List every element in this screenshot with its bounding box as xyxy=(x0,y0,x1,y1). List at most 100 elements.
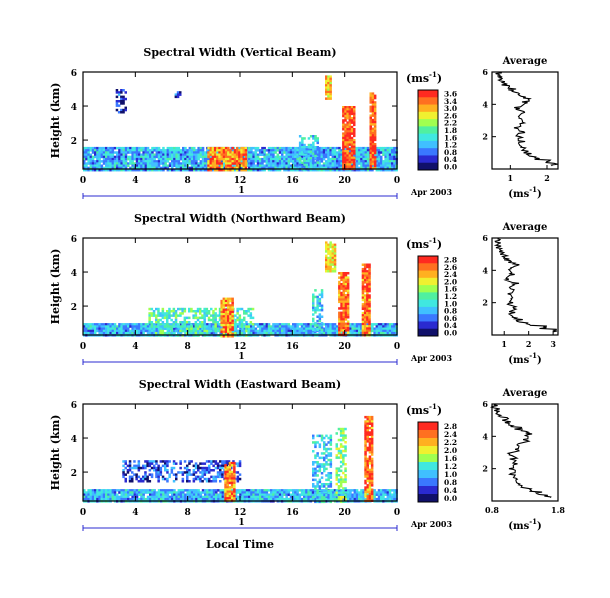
heatmap-cell xyxy=(338,153,341,156)
heatmap-cell xyxy=(162,166,165,170)
heatmap-cell xyxy=(206,157,209,161)
heatmap-cell xyxy=(294,491,297,494)
heatmap-cell xyxy=(155,318,158,322)
heatmap-cell xyxy=(276,160,280,163)
heatmap-cell xyxy=(128,469,132,472)
heatmap-cell xyxy=(135,162,139,165)
heatmap-cell xyxy=(224,304,228,307)
heatmap-cell xyxy=(240,325,244,328)
heatmap-cell xyxy=(238,316,242,320)
heatmap-cell xyxy=(188,166,192,170)
heatmap-cell xyxy=(218,146,221,150)
heatmap-cell xyxy=(222,335,226,338)
heatmap-cell xyxy=(214,314,217,317)
heatmap-cell xyxy=(353,123,356,127)
heatmap-cell xyxy=(150,466,154,470)
colorbar-swatch xyxy=(418,314,438,322)
heatmap-cell xyxy=(336,164,339,167)
heatmap-cell xyxy=(272,491,275,494)
heatmap-cell xyxy=(172,466,176,470)
heatmap-cell xyxy=(144,157,148,161)
heatmap-cell xyxy=(270,329,273,333)
heatmap-cell xyxy=(325,93,328,96)
heatmap-cell xyxy=(322,327,326,330)
heatmap-cell xyxy=(344,316,348,319)
heatmap-cell xyxy=(224,149,228,152)
heatmap-cell xyxy=(111,164,115,167)
heatmap-cell xyxy=(216,471,220,474)
colorbar: (ms-1)3.63.43.02.62.21.81.61.20.80.40.0 xyxy=(406,70,457,171)
heatmap-cell xyxy=(272,160,275,163)
heatmap-cell xyxy=(159,325,162,328)
heatmap-cell xyxy=(166,153,170,156)
heatmap-cell xyxy=(366,162,370,165)
heatmap-cell xyxy=(213,168,217,172)
heatmap-cell xyxy=(120,168,123,172)
heatmap-cell xyxy=(133,464,136,468)
heatmap-cell xyxy=(127,493,130,496)
heatmap-cell xyxy=(91,146,95,150)
heatmap-cell xyxy=(363,265,367,269)
y-tick-label: 4 xyxy=(71,103,77,113)
heatmap-cell xyxy=(222,330,226,334)
heatmap-cell xyxy=(254,153,258,156)
heatmap-cell xyxy=(133,149,137,152)
heatmap-cell xyxy=(247,332,250,335)
heatmap-cell xyxy=(192,332,195,335)
heatmap-cell xyxy=(395,168,398,172)
heatmap-cell xyxy=(206,331,209,335)
heatmap-cell xyxy=(124,106,127,110)
heatmap-cell xyxy=(316,295,319,299)
heatmap-cell xyxy=(182,155,185,159)
heatmap-cell xyxy=(122,327,126,330)
heatmap-cell xyxy=(369,143,372,146)
heatmap-cell xyxy=(115,89,119,92)
heatmap-cell xyxy=(364,157,368,161)
heatmap-cell xyxy=(162,323,165,326)
heatmap-cell xyxy=(199,495,203,499)
heatmap-cell xyxy=(212,495,216,499)
heatmap-cell xyxy=(98,327,101,330)
heatmap-cell xyxy=(166,493,170,496)
heatmap-cell xyxy=(181,307,184,311)
heatmap-cell xyxy=(207,155,210,159)
heatmap-cell xyxy=(276,153,280,156)
heatmap-cell xyxy=(213,157,217,161)
heatmap-cell xyxy=(263,160,266,163)
heatmap-cell xyxy=(333,495,337,499)
heatmap-cell xyxy=(138,327,141,330)
heatmap-cell xyxy=(194,310,198,313)
heatmap-cell xyxy=(380,327,383,330)
heatmap-cell xyxy=(231,302,234,305)
heatmap-cell xyxy=(91,162,95,165)
heatmap-cell xyxy=(305,327,308,330)
heatmap-cell xyxy=(129,160,132,163)
heatmap-cell xyxy=(292,164,295,167)
heatmap-cell xyxy=(353,128,356,131)
heatmap-cell xyxy=(85,493,88,496)
heatmap-cell xyxy=(204,166,207,170)
heatmap-cell xyxy=(151,146,154,150)
heatmap-cell xyxy=(252,495,255,499)
heatmap-cell xyxy=(218,149,221,152)
heatmap-cell xyxy=(391,325,394,328)
heatmap-cell xyxy=(177,495,181,499)
heatmap-cell xyxy=(138,497,141,501)
heatmap-cell xyxy=(207,151,210,154)
heatmap-cell xyxy=(342,324,345,328)
heatmap-cell xyxy=(193,146,196,150)
heatmap-cell xyxy=(173,153,176,156)
heatmap-cell xyxy=(135,493,139,496)
heatmap-cell xyxy=(107,325,110,328)
heatmap-cell xyxy=(159,471,163,474)
heatmap-cell xyxy=(229,151,232,154)
heatmap-cell xyxy=(309,150,313,153)
heatmap-cell xyxy=(193,489,196,492)
heatmap-cell xyxy=(314,306,317,310)
heatmap-cell xyxy=(294,151,297,154)
heatmap-cell xyxy=(377,164,381,167)
heatmap-cell xyxy=(120,323,123,326)
heatmap-cell xyxy=(285,168,288,172)
heatmap-cell xyxy=(250,491,253,494)
heatmap-cell xyxy=(223,462,226,465)
